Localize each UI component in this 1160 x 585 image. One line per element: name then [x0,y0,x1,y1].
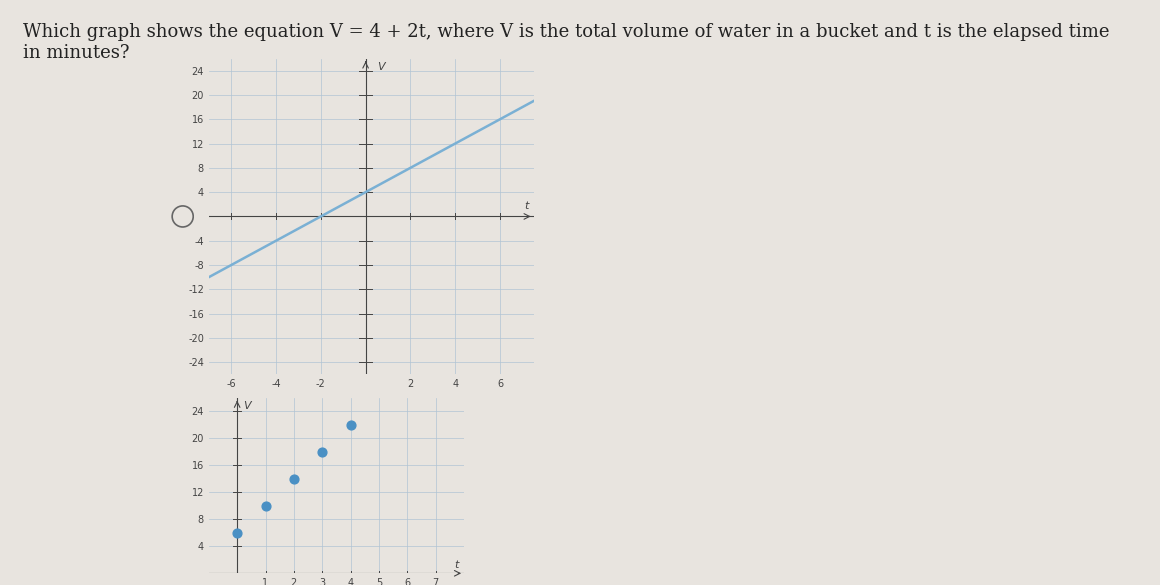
Point [284,474,303,483]
Text: Which graph shows the equation V = 4 + 2t, where V is the total volume of water : Which graph shows the equation V = 4 + 2… [23,23,1110,62]
Text: V: V [242,401,251,411]
Text: V: V [377,61,384,71]
Point [313,447,332,456]
Point [256,501,275,511]
Point [341,420,360,429]
Point [227,528,246,538]
Text: t: t [524,201,529,211]
Text: t: t [454,560,458,570]
